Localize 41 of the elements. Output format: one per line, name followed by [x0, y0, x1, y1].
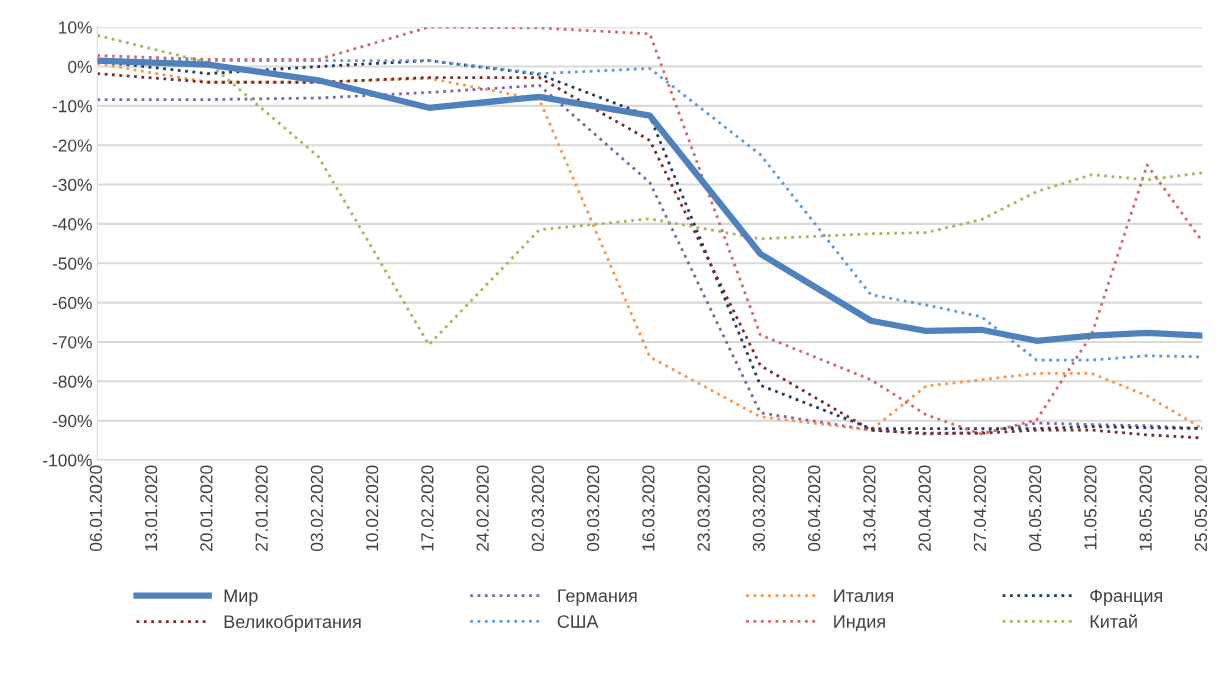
x-tick-label: 24.02.2020 [476, 465, 489, 551]
legend-label: Великобритания [224, 614, 361, 632]
x-tick-label: 20.04.2020 [918, 465, 931, 551]
y-tick-label: 10% [59, 21, 92, 34]
x-tick-label: 06.04.2020 [808, 465, 821, 552]
y-tick-label: -90% [52, 414, 92, 428]
y-tick-label: -10% [52, 100, 92, 113]
legend-label: Италия [834, 589, 893, 603]
x-tick-label: 23.03.2020 [697, 465, 710, 551]
legend-label: США [557, 615, 599, 628]
x-tick-label: 13.01.2020 [144, 465, 158, 551]
y-tick-label: -50% [52, 257, 92, 270]
x-tick-label: 13.04.2020 [863, 465, 876, 551]
legend-label: Китай [1090, 614, 1137, 628]
y-tick-label: -60% [52, 296, 92, 310]
x-tick-label: 18.05.2020 [1139, 465, 1152, 551]
legend-label: Германия [558, 589, 637, 606]
legend-label: Мир [224, 589, 258, 606]
x-tick-label: 27.01.2020 [255, 465, 268, 551]
x-tick-label: 16.03.2020 [642, 465, 655, 551]
legend-label: Индия [834, 615, 885, 632]
y-tick-label: -70% [52, 336, 92, 349]
legend-label: Франция [1090, 589, 1162, 606]
x-tick-label: 04.05.2020 [1029, 465, 1042, 552]
y-tick-label: 0% [68, 60, 92, 73]
x-tick-label: 20.01.2020 [200, 465, 213, 551]
x-tick-label: 30.03.2020 [752, 465, 766, 552]
y-tick-label: -100% [43, 454, 92, 467]
x-tick-label: 25.05.2020 [1194, 465, 1208, 551]
x-tick-label: 11.05.2020 [1084, 465, 1097, 550]
y-tick-label: -30% [52, 178, 92, 192]
y-tick-label: -40% [52, 218, 92, 231]
x-tick-label: 09.03.2020 [586, 465, 600, 552]
y-tick-label: -20% [52, 139, 92, 152]
x-tick-label: 10.02.2020 [365, 465, 379, 551]
x-tick-label: 03.02.2020 [310, 465, 324, 552]
y-tick-label: -80% [52, 375, 92, 388]
x-tick-label: 06.01.2020 [89, 465, 103, 552]
x-tick-label: 02.03.2020 [531, 465, 545, 552]
x-tick-label: 27.04.2020 [973, 465, 987, 551]
x-tick-label: 17.02.2020 [421, 465, 434, 551]
